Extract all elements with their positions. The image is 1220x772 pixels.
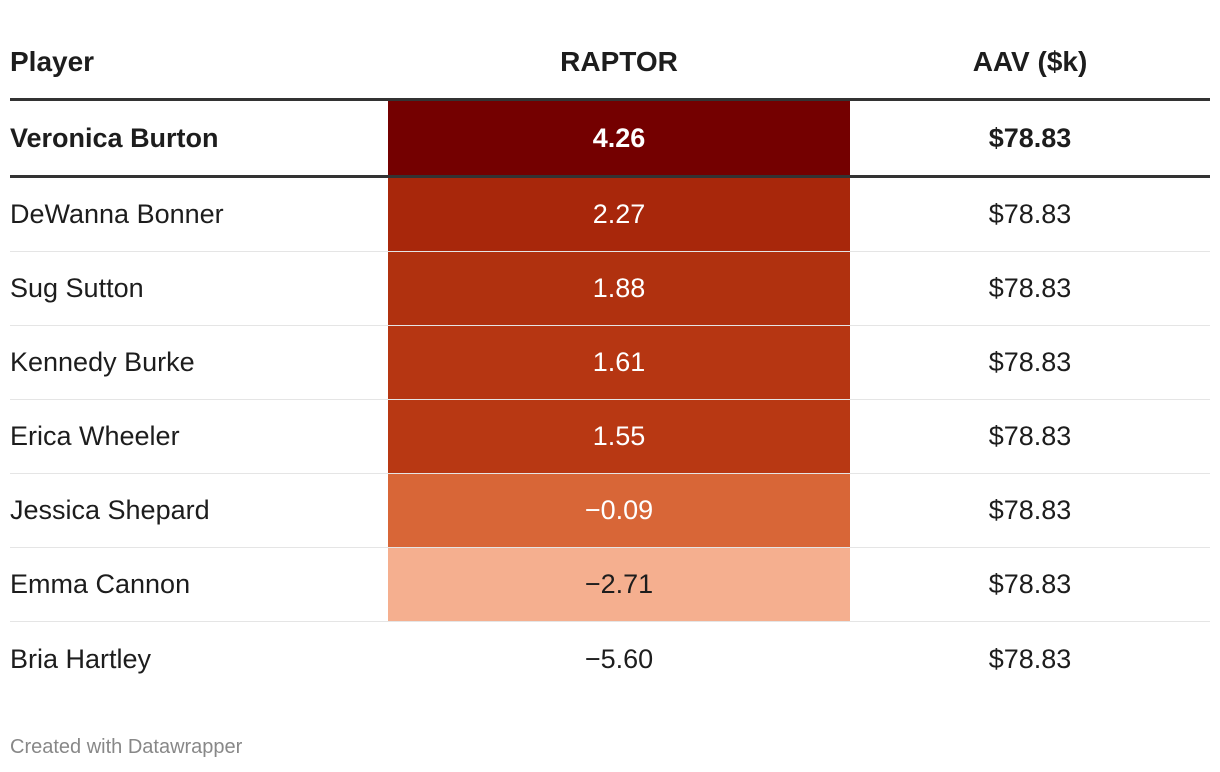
- player-cell: Kennedy Burke: [10, 347, 195, 377]
- player-cell: Erica Wheeler: [10, 421, 180, 451]
- data-table: Player RAPTOR AAV ($k) Veronica Burton 4.…: [10, 26, 1210, 696]
- raptor-cell: 4.26: [388, 101, 850, 175]
- footer-credit: Created with Datawrapper: [10, 736, 243, 758]
- table-row: Veronica Burton 4.26 $78.83: [10, 101, 1210, 178]
- table-row: Sug Sutton 1.88 $78.83: [10, 252, 1210, 326]
- raptor-cell: −2.71: [388, 548, 850, 621]
- player-cell: Veronica Burton: [10, 122, 219, 153]
- table-row: Erica Wheeler 1.55 $78.83: [10, 400, 1210, 474]
- header-aav[interactable]: AAV ($k): [972, 46, 1088, 77]
- player-cell: Jessica Shepard: [10, 495, 210, 525]
- raptor-cell: 1.61: [388, 326, 850, 399]
- raptor-cell: 1.55: [388, 400, 850, 473]
- aav-cell: $78.83: [988, 643, 1072, 674]
- raptor-cell: 2.27: [388, 178, 850, 251]
- table-row: Jessica Shepard −0.09 $78.83: [10, 474, 1210, 548]
- aav-cell: $78.83: [988, 495, 1072, 525]
- table-body: Veronica Burton 4.26 $78.83 DeWanna Bonner 2…: [10, 101, 1210, 696]
- table-header: Player RAPTOR AAV ($k): [10, 26, 1210, 101]
- header-player[interactable]: Player: [10, 46, 95, 77]
- raptor-cell: −5.60: [388, 622, 850, 696]
- header-raptor[interactable]: RAPTOR: [560, 46, 678, 77]
- aav-cell: $78.83: [988, 347, 1072, 377]
- aav-cell: $78.83: [988, 569, 1072, 599]
- aav-cell: $78.83: [988, 421, 1072, 451]
- table-row: Emma Cannon −2.71 $78.83: [10, 548, 1210, 622]
- table-row: Bria Hartley −5.60 $78.83: [10, 622, 1210, 696]
- raptor-cell: 1.88: [388, 252, 850, 325]
- table-row: Kennedy Burke 1.61 $78.83: [10, 326, 1210, 400]
- aav-cell: $78.83: [988, 199, 1072, 229]
- player-cell: Sug Sutton: [10, 273, 144, 303]
- raptor-cell: −0.09: [388, 474, 850, 547]
- table-row: DeWanna Bonner 2.27 $78.83: [10, 178, 1210, 252]
- aav-cell: $78.83: [988, 122, 1072, 153]
- player-cell: Emma Cannon: [10, 569, 191, 599]
- aav-cell: $78.83: [988, 273, 1072, 303]
- player-cell: DeWanna Bonner: [10, 199, 224, 229]
- player-cell: Bria Hartley: [10, 643, 152, 674]
